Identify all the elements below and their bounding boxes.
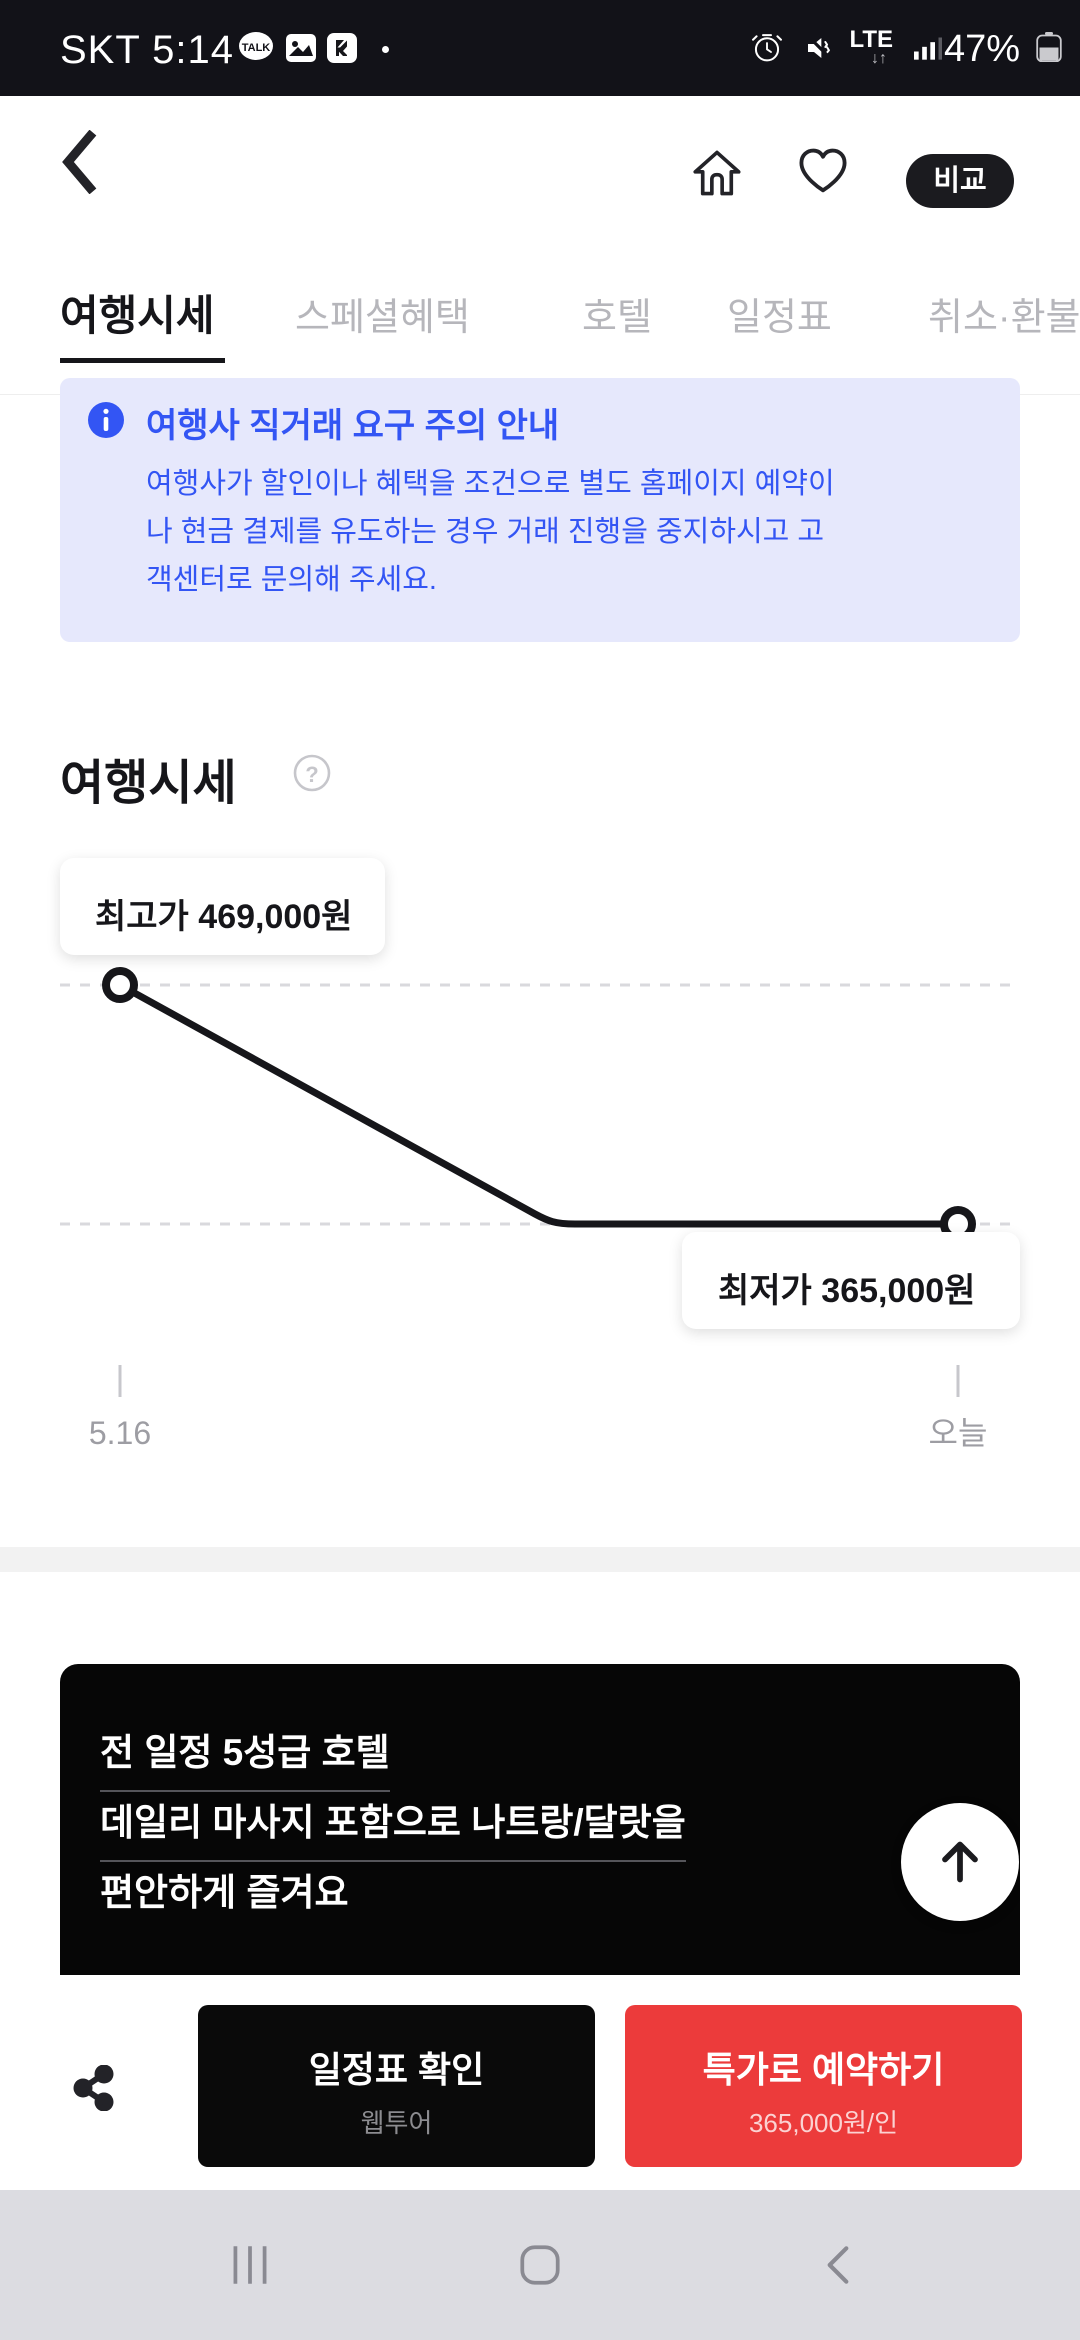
svg-text:?: ? <box>305 762 318 787</box>
svg-text:5.16: 5.16 <box>89 1415 151 1447</box>
svg-text:오늘: 오늘 <box>929 1415 988 1447</box>
svg-text:TALK: TALK <box>242 42 271 54</box>
